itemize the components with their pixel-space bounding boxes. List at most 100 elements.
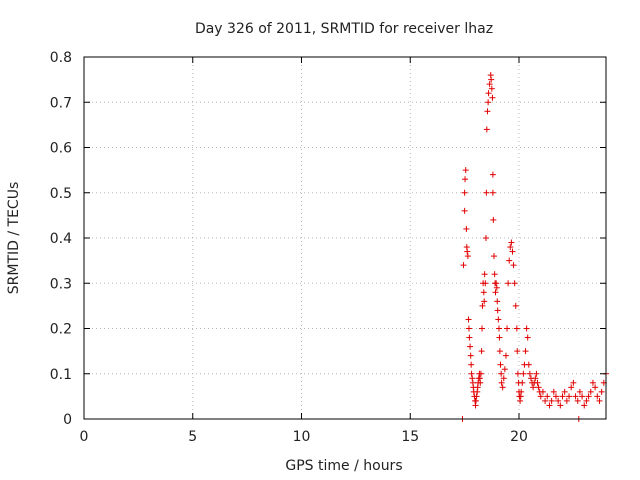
data-point [494, 298, 501, 305]
data-point [468, 370, 475, 377]
data-point [504, 325, 511, 332]
data-point [576, 388, 583, 395]
data-point [505, 280, 512, 287]
data-point [574, 397, 581, 404]
data-point [587, 388, 594, 395]
data-point [496, 348, 503, 355]
data-point [465, 325, 472, 332]
data-point [496, 334, 503, 341]
data-point [494, 307, 501, 314]
data-points [459, 72, 609, 422]
data-point [557, 402, 564, 409]
grid-lines [84, 57, 606, 419]
chart-title: Day 326 of 2011, SRMTID for receiver lha… [195, 21, 493, 37]
data-point [514, 348, 521, 355]
data-point [462, 167, 469, 174]
data-point [493, 284, 500, 291]
data-point [489, 171, 496, 178]
data-point [499, 384, 506, 391]
data-point [518, 388, 525, 395]
y-tick-label: 0.1 [50, 367, 72, 383]
data-point [583, 397, 590, 404]
data-point [500, 375, 507, 382]
data-point [563, 397, 570, 404]
data-point [479, 325, 486, 332]
data-point [510, 262, 517, 269]
x-tick-label: 20 [510, 429, 528, 445]
data-point [491, 271, 498, 278]
data-point [570, 379, 577, 386]
data-point [490, 253, 497, 260]
data-point [464, 248, 471, 255]
data-point [552, 393, 559, 400]
data-point [566, 393, 573, 400]
y-tick-label: 0.6 [50, 141, 72, 157]
data-point [544, 393, 551, 400]
data-point [481, 298, 488, 305]
data-point [467, 352, 474, 359]
data-point [495, 325, 502, 332]
data-point [488, 76, 495, 83]
data-point [495, 316, 502, 323]
data-point [477, 370, 484, 377]
data-point [489, 189, 496, 196]
x-tick-label: 15 [401, 429, 419, 445]
y-axis-label: SRMTID / TECUs [6, 182, 22, 295]
data-point [498, 370, 505, 377]
data-point [519, 379, 526, 386]
data-point [572, 393, 579, 400]
data-point [482, 235, 489, 241]
x-tick-label: 0 [80, 429, 89, 445]
data-point [485, 99, 492, 106]
data-point [594, 393, 601, 400]
y-tick-label: 0.3 [50, 276, 72, 292]
data-point [485, 90, 492, 97]
data-point [488, 85, 495, 92]
data-point [523, 325, 530, 332]
data-point [489, 94, 496, 101]
data-point [585, 393, 592, 400]
data-point [539, 388, 546, 395]
y-tick-label: 0.4 [50, 231, 72, 247]
data-point [517, 397, 524, 404]
data-point [477, 379, 484, 386]
data-point [509, 248, 516, 255]
data-point [514, 370, 521, 377]
data-point [568, 384, 575, 391]
data-point [596, 397, 603, 404]
data-point [464, 253, 471, 260]
data-point [479, 302, 486, 309]
data-point [598, 388, 605, 395]
data-point [525, 361, 532, 368]
data-point [507, 244, 514, 251]
data-point [462, 176, 469, 183]
x-tick-label: 5 [188, 429, 197, 445]
data-point [506, 257, 513, 264]
data-point [561, 388, 568, 395]
data-point [520, 370, 527, 377]
data-point [534, 379, 541, 386]
data-point [559, 393, 566, 400]
data-point [486, 81, 493, 88]
y-tick-label: 0 [63, 412, 72, 428]
data-point [555, 397, 562, 404]
data-point [493, 280, 500, 287]
data-point [533, 370, 540, 377]
x-axis-label: GPS time / hours [285, 458, 402, 474]
data-point [513, 325, 520, 332]
data-point [501, 366, 508, 373]
data-point [548, 397, 555, 404]
data-point [526, 370, 533, 377]
data-point [542, 397, 549, 404]
data-point [463, 225, 470, 232]
data-point [530, 384, 537, 391]
data-point [592, 384, 599, 391]
y-tick-label: 0.7 [50, 95, 72, 111]
data-point [467, 343, 474, 350]
data-point [508, 239, 515, 246]
data-point [490, 216, 497, 223]
data-point [522, 348, 529, 355]
y-tick-label: 0.2 [50, 322, 72, 338]
